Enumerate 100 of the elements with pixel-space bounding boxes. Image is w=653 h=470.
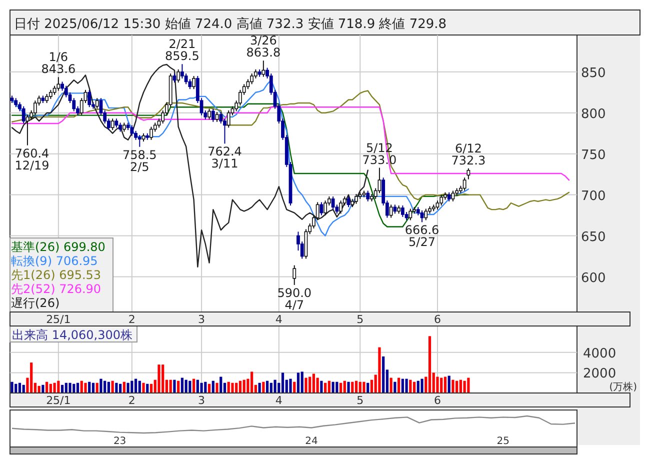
- bar: [18, 382, 22, 393]
- y-tick-label: 850: [581, 66, 606, 81]
- candlestick: [122, 122, 126, 132]
- bar: [158, 364, 160, 393]
- bar: [308, 376, 312, 393]
- bar: [30, 362, 33, 393]
- bar: [320, 380, 323, 393]
- bar: [188, 380, 192, 393]
- bar: [448, 376, 450, 393]
- candlestick: [184, 73, 188, 85]
- bar: [196, 380, 199, 393]
- bar: [382, 356, 385, 393]
- bar: [177, 380, 180, 393]
- month-label: 6: [434, 394, 441, 407]
- candlestick: [339, 200, 342, 214]
- bar: [142, 382, 145, 393]
- bar: [343, 380, 346, 393]
- bar: [258, 382, 261, 393]
- candlestick: [424, 208, 428, 221]
- x-tick-label: 24: [305, 436, 318, 447]
- candlestick: [324, 200, 328, 216]
- bar: [428, 336, 432, 393]
- candlestick: [320, 202, 324, 216]
- candlestick: [176, 68, 180, 84]
- bar: [398, 378, 400, 393]
- y-tick-label: 650: [581, 230, 606, 245]
- month-label: 5: [356, 313, 364, 326]
- bar: [80, 380, 83, 393]
- bar: [10, 382, 14, 393]
- bar: [162, 364, 164, 393]
- candlestick: [45, 94, 49, 104]
- bar: [328, 380, 330, 393]
- candlestick: [88, 89, 92, 108]
- bar: [216, 382, 218, 393]
- bar: [351, 382, 354, 393]
- candlestick: [130, 124, 134, 136]
- annotation: 2/21 859.5: [165, 37, 200, 64]
- bar: [444, 376, 447, 393]
- y-tick-label: 4000: [583, 346, 616, 362]
- bar: [173, 380, 176, 393]
- bar: [362, 382, 366, 393]
- candlestick: [48, 89, 52, 100]
- bar: [467, 378, 470, 393]
- bar: [138, 380, 141, 393]
- bar: [281, 372, 284, 393]
- bar: [242, 380, 246, 393]
- candlestick: [192, 75, 196, 90]
- bar: [270, 382, 272, 393]
- line-series: [11, 90, 570, 210]
- candlestick: [400, 204, 404, 218]
- y-tick-label: 800: [581, 106, 606, 122]
- bar: [204, 382, 207, 393]
- month-label: 4: [275, 394, 282, 407]
- candlestick: [114, 118, 118, 128]
- bar: [390, 378, 392, 393]
- candlestick: [14, 98, 18, 108]
- candlestick: [447, 192, 451, 202]
- candlestick: [462, 177, 466, 192]
- text: 遅行(26): [11, 296, 60, 310]
- y-tick-label: 600: [581, 270, 606, 286]
- annotation: 6/12 732.3: [451, 141, 486, 168]
- bar: [459, 380, 462, 393]
- bar: [332, 382, 334, 393]
- bar: [64, 382, 68, 393]
- bar: [420, 378, 424, 393]
- candlestick: [466, 168, 470, 180]
- month-label: 3: [198, 313, 206, 326]
- candlestick: [292, 264, 296, 286]
- bar: [184, 380, 188, 393]
- bar: [409, 380, 412, 393]
- candlestick: [110, 118, 114, 131]
- bar: [456, 380, 458, 393]
- bar: [76, 382, 80, 393]
- candlestick: [436, 200, 440, 210]
- bar: [436, 376, 439, 393]
- month-label: 6: [434, 313, 441, 326]
- candlestick: [95, 98, 99, 110]
- month-label: 25/1: [46, 394, 71, 407]
- text: 先1(26) 695.53: [11, 268, 102, 282]
- bar: [57, 380, 60, 393]
- bar: [107, 382, 110, 393]
- bar: [339, 382, 342, 393]
- chart-title: 日付 2025/06/12 15:30 始値 724.0 高値 732.3 安値 718.9 終値 729.8: [14, 16, 447, 32]
- bar: [111, 380, 114, 393]
- candlestick: [250, 73, 254, 85]
- bar: [227, 382, 230, 393]
- annotation: 758.5 2/5: [122, 148, 157, 174]
- bar: [336, 382, 338, 393]
- text: 基準(26) 699.80: [11, 240, 106, 254]
- bar: [296, 372, 300, 393]
- candlestick: [366, 190, 370, 202]
- candlestick: [26, 114, 30, 146]
- bar: [289, 378, 292, 393]
- bar: [347, 382, 350, 393]
- candlestick: [22, 106, 26, 124]
- bar: [88, 382, 91, 393]
- bar: [358, 382, 362, 393]
- bar: [169, 380, 172, 393]
- bar: [452, 380, 454, 393]
- bar: [84, 382, 87, 393]
